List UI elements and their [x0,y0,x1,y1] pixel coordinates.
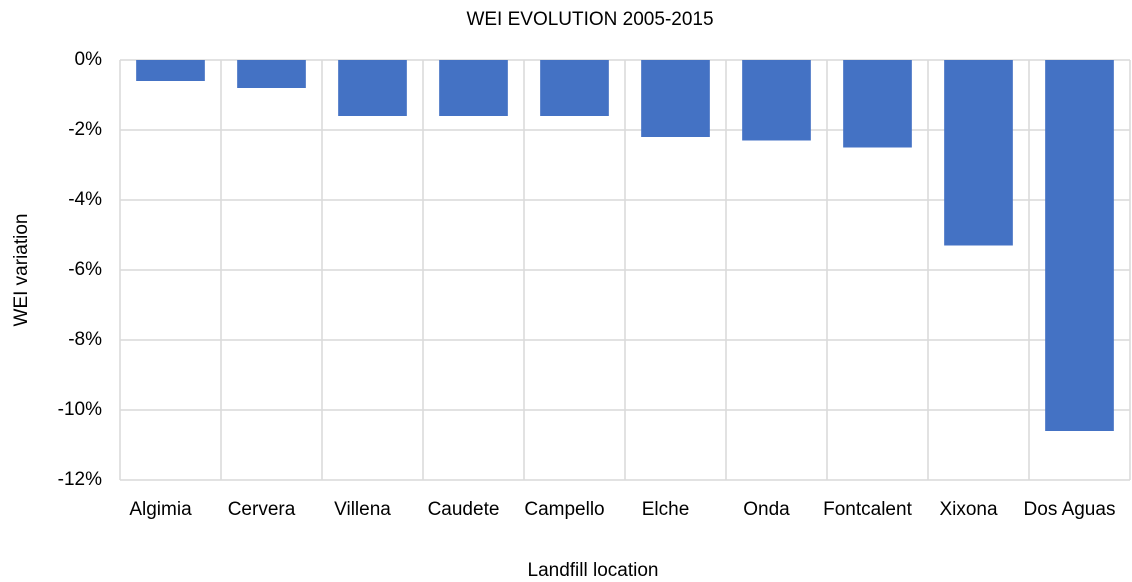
bar [237,60,306,88]
x-tick-label: Xixona [939,499,998,520]
y-tick-label: -10% [58,399,102,420]
x-tick-label: Campello [524,499,604,520]
y-tick-label: -12% [58,469,102,490]
bar [540,60,609,116]
x-tick-label: Cervera [228,499,296,520]
bar [742,60,811,141]
x-axis-label: Landfill location [528,560,659,581]
bar [439,60,508,116]
y-tick-label: -4% [68,189,102,210]
bar [136,60,205,81]
x-tick-label: Onda [743,499,790,520]
chart-title: WEI EVOLUTION 2005-2015 [466,9,713,30]
x-tick-label: Dos Aguas [1024,499,1116,520]
x-tick-label: Villena [334,499,391,520]
y-tick-label: -8% [68,329,102,350]
y-axis-label: WEI variation [11,214,32,327]
bar [338,60,407,116]
y-tick-label: -6% [68,259,102,280]
bar [641,60,710,137]
x-tick-label: Fontcalent [823,499,912,520]
bar [843,60,912,148]
x-tick-label: Caudete [428,499,500,520]
x-tick-label: Algimia [129,499,192,520]
bar [944,60,1013,246]
bar [1045,60,1114,431]
x-tick-label: Elche [642,499,690,520]
y-tick-label: -2% [68,119,102,140]
y-tick-label: 0% [75,49,103,70]
